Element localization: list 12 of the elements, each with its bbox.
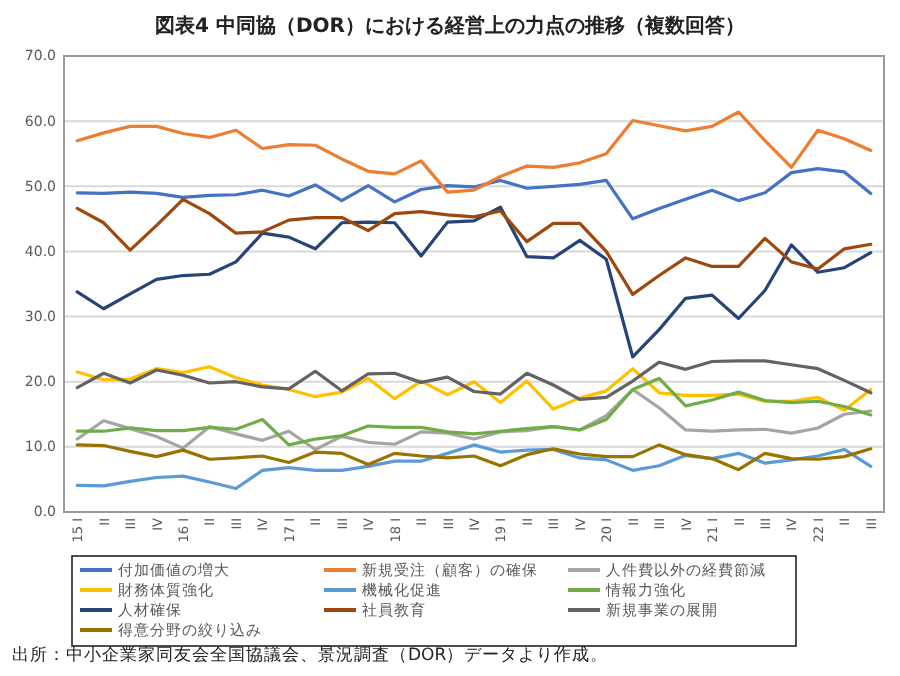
line-series [75, 387, 873, 452]
chart-title: 図表4 中同協（DOR）における経営上の力点の推移（複数回答） [155, 14, 745, 38]
line-series [75, 443, 873, 472]
line-series [75, 359, 873, 401]
text: 出所：中小企業家同友会全国協議会、景況調査（DOR）データより作成。 [12, 644, 609, 666]
line-series [75, 365, 873, 412]
line-series [75, 443, 873, 491]
line-series [75, 376, 873, 447]
line-series [75, 205, 873, 359]
line-series [75, 167, 873, 221]
line-series [75, 110, 873, 194]
line-series [75, 197, 873, 297]
